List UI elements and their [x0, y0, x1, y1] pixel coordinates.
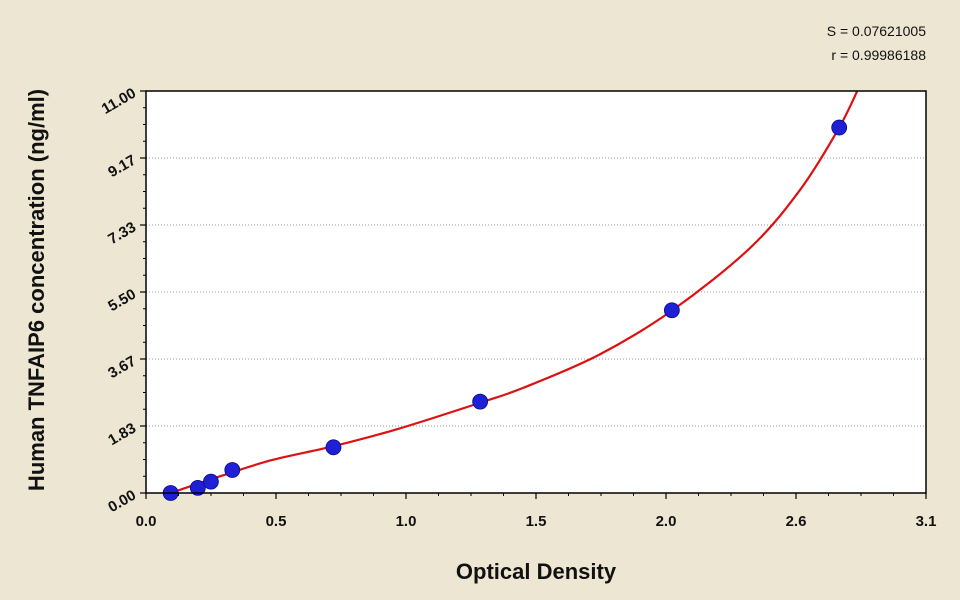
data-point [831, 119, 848, 136]
y-tick-label: 11.00 [99, 85, 139, 118]
data-point [189, 479, 206, 496]
stat-s-annotation: S = 0.07621005 [827, 23, 926, 39]
x-tick-label: 2.0 [656, 513, 677, 530]
x-tick-label: 2.6 [786, 513, 807, 530]
x-tick-label: 1.5 [526, 513, 547, 530]
x-tick-label: 1.0 [396, 513, 417, 530]
stat-r-annotation: r = 0.99986188 [831, 47, 926, 63]
data-points-layer [162, 119, 848, 501]
y-tick-label: 0.00 [105, 487, 139, 516]
y-tick-label: 3.67 [105, 353, 139, 382]
y-axis: 0.00 1.83 3.67 5.50 7.33 9.17 11.00 [99, 85, 146, 516]
y-tick-label: 5.50 [105, 286, 139, 315]
x-axis-title: Optical Density [456, 559, 617, 584]
data-point [472, 393, 489, 410]
y-tick-label: 7.33 [105, 219, 139, 248]
data-point [325, 439, 342, 456]
y-tick-label: 9.17 [105, 152, 139, 181]
y-axis-title: Human TNFAIP6 concentration (ng/ml) [24, 89, 49, 491]
y-tick-label: 1.83 [105, 420, 139, 449]
grid-lines [146, 157, 926, 427]
x-axis: 0.0 0.5 1.0 1.5 2.0 2.6 3.1 [136, 493, 937, 530]
fit-curve-layer [170, 91, 859, 493]
x-tick-label: 3.1 [916, 513, 937, 530]
data-point [224, 462, 241, 478]
x-tick-label: 0.0 [136, 513, 157, 530]
data-point [203, 473, 219, 490]
x-tick-label: 0.5 [266, 513, 287, 530]
fit-curve [170, 91, 859, 493]
data-point [663, 302, 680, 319]
